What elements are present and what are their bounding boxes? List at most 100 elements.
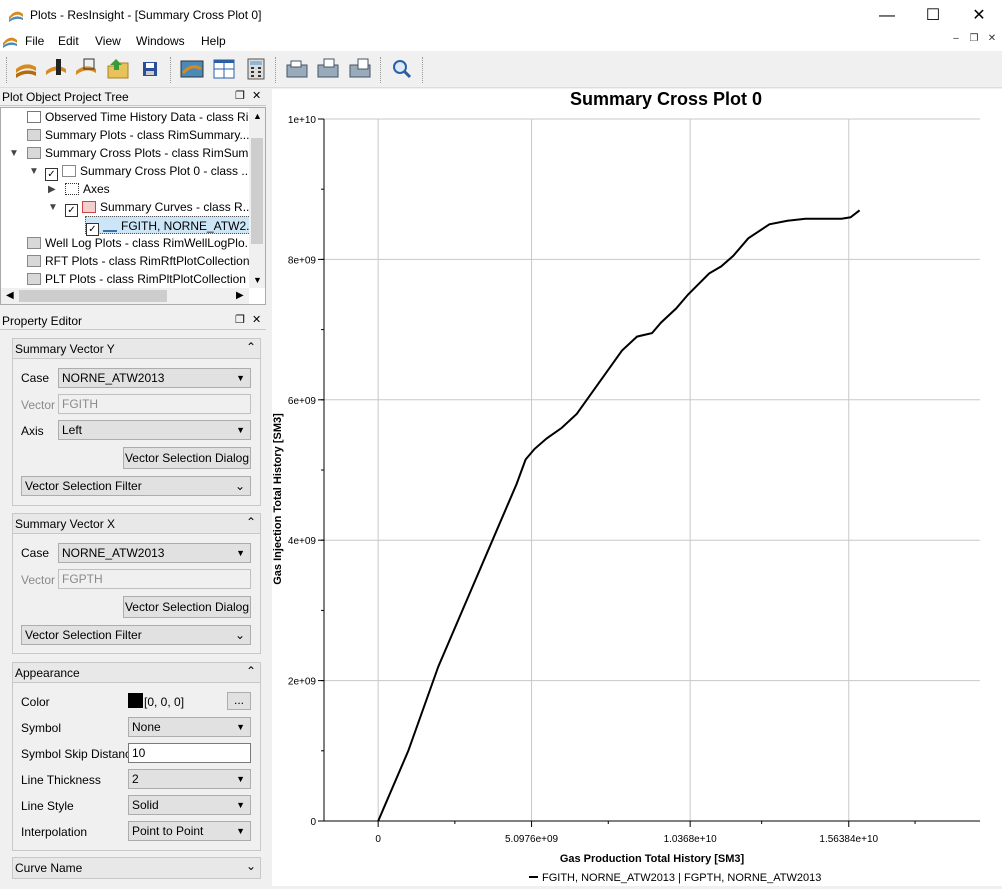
vector-selection-dialog-button[interactable]: Vector Selection Dialog xyxy=(123,447,251,469)
menu-help[interactable]: Help xyxy=(201,34,226,48)
scroll-right-icon[interactable]: ▶ xyxy=(236,290,244,301)
maximize-button[interactable]: ☐ xyxy=(925,7,941,24)
symbol-skip-label: Symbol Skip Distance xyxy=(21,747,138,761)
y-tick-label: 0 xyxy=(310,817,316,828)
scroll-thumb[interactable] xyxy=(251,138,263,244)
calculator-icon[interactable] xyxy=(244,57,268,81)
x-tick-label: 0 xyxy=(375,834,381,845)
save-project-icon[interactable] xyxy=(138,57,162,81)
vector-selection-dialog-button[interactable]: Vector Selection Dialog xyxy=(123,596,251,618)
dropdown-arrow-icon: ▼ xyxy=(236,373,245,383)
snapshot-icon[interactable] xyxy=(285,57,309,81)
y-tick-label: 8e+09 xyxy=(288,255,317,266)
tree-item-cross-plots[interactable]: Summary Cross Plots - class RimSum... xyxy=(27,144,258,162)
snapshot-all-icon[interactable] xyxy=(316,57,340,81)
line-thickness-label: Line Thickness xyxy=(21,773,101,787)
menu-bar: File Edit View Windows Help xyxy=(0,31,1002,51)
chart-title: Summary Cross Plot 0 xyxy=(570,89,762,109)
group-header[interactable]: Appearance ⌃ xyxy=(13,663,260,683)
dock-close-icon[interactable]: ✕ xyxy=(252,314,262,326)
color-picker-button[interactable]: ... xyxy=(227,692,251,710)
import-case-icon[interactable] xyxy=(14,57,38,81)
scroll-up-icon[interactable]: ▲ xyxy=(253,111,262,121)
tile-windows-icon[interactable] xyxy=(212,57,236,81)
vector-label: Vector xyxy=(21,398,56,412)
tree-item-cross-plot-0[interactable]: ✓ Summary Cross Plot 0 - class ... xyxy=(45,162,251,181)
expand-arrow-icon[interactable]: ▼ xyxy=(48,202,58,213)
menu-view[interactable]: View xyxy=(95,34,121,48)
tree-item-curve-fgith[interactable]: ✓ FGITH, NORNE_ATW2... xyxy=(85,216,260,236)
color-swatch[interactable] xyxy=(128,693,143,708)
group-header[interactable]: Summary Vector X ⌃ xyxy=(13,514,260,534)
color-label: Color xyxy=(21,695,50,709)
mdi-restore-button[interactable]: ❐ xyxy=(969,33,979,44)
menu-windows[interactable]: Windows xyxy=(136,34,185,48)
minimize-button[interactable]: — xyxy=(879,7,895,24)
toolbar-separator-3 xyxy=(380,57,383,83)
title-bar: Plots - ResInsight - [Summary Cross Plot… xyxy=(0,0,1002,31)
undock-icon[interactable]: ❐ xyxy=(235,314,245,326)
axis-combobox[interactable]: Left ▼ xyxy=(58,420,251,440)
curve-icon xyxy=(103,220,117,232)
checkbox-icon[interactable]: ✓ xyxy=(45,168,58,181)
plot-view-icon[interactable] xyxy=(180,57,204,81)
zoom-icon[interactable] xyxy=(390,57,414,81)
tree-item-summary-curves[interactable]: ✓ Summary Curves - class R... xyxy=(65,198,253,217)
undock-icon[interactable]: ❐ xyxy=(235,90,245,102)
curves-icon xyxy=(82,201,96,213)
vector-selection-filter[interactable]: Vector Selection Filter ⌄ xyxy=(21,625,251,645)
expand-icon[interactable]: ⌄ xyxy=(245,859,256,873)
snapshot-file-icon[interactable] xyxy=(348,57,372,81)
vector-selection-filter[interactable]: Vector Selection Filter ⌄ xyxy=(21,476,251,496)
appearance-group: Appearance ⌃ Color [0, 0, 0] ... Symbol N… xyxy=(12,662,261,851)
tree-horizontal-scrollbar[interactable]: ◀ ▶ xyxy=(1,288,249,304)
scroll-left-icon[interactable]: ◀ xyxy=(6,290,14,301)
tree-item-well-log[interactable]: Well Log Plots - class RimWellLogPlo... xyxy=(27,234,255,252)
rft-folder-icon xyxy=(27,255,41,267)
tree-item-observed[interactable]: Observed Time History Data - class Ri... xyxy=(27,108,258,126)
tree-item-summary-plots[interactable]: Summary Plots - class RimSummary... xyxy=(27,126,249,144)
y-axis: 0 2e+09 4e+09 6e+09 8e+09 1e+10 xyxy=(288,115,325,828)
checkbox-icon[interactable]: ✓ xyxy=(86,223,99,236)
expand-arrow-icon[interactable]: ▼ xyxy=(9,148,19,159)
plt-folder-icon xyxy=(27,273,41,285)
case-combobox[interactable]: NORNE_ATW2013 ▼ xyxy=(58,368,251,388)
info-case-icon[interactable] xyxy=(44,57,68,81)
menu-edit[interactable]: Edit xyxy=(58,34,79,48)
collapse-arrow-icon[interactable]: ▶ xyxy=(48,184,56,195)
open-project-icon[interactable] xyxy=(106,57,130,81)
mdi-minimize-button[interactable]: – xyxy=(953,33,959,44)
case-label: Case xyxy=(21,546,50,560)
close-button[interactable]: ✕ xyxy=(972,7,986,24)
line-thickness-combobox[interactable]: 2 ▼ xyxy=(128,769,251,789)
curve-fgith-fgpth[interactable] xyxy=(377,209,861,822)
scroll-thumb-h[interactable] xyxy=(19,290,167,302)
menu-file[interactable]: File xyxy=(25,34,45,48)
dropdown-arrow-icon: ▼ xyxy=(236,548,245,558)
expand-arrow-icon[interactable]: ▼ xyxy=(29,166,39,177)
symbol-combobox[interactable]: None ▼ xyxy=(128,717,251,737)
toolbar-separator xyxy=(170,57,173,83)
grid-case-icon[interactable] xyxy=(74,57,98,81)
grid xyxy=(324,118,980,822)
scroll-down-icon[interactable]: ▼ xyxy=(253,275,262,285)
collapse-icon[interactable]: ⌃ xyxy=(245,340,256,354)
interpolation-combobox[interactable]: Point to Point ▼ xyxy=(128,821,251,841)
tree-item-axes[interactable]: Axes xyxy=(65,180,110,198)
dock-close-icon[interactable]: ✕ xyxy=(252,90,262,102)
y-tick-label: 6e+09 xyxy=(288,396,317,407)
symbol-skip-input[interactable]: 10 xyxy=(128,743,251,763)
tree-vertical-scrollbar[interactable]: ▲ ▼ xyxy=(249,108,265,288)
group-header[interactable]: Curve Name ⌄ xyxy=(13,858,260,878)
tree-item-plt[interactable]: PLT Plots - class RimPltPlotCollection xyxy=(27,270,246,288)
collapse-icon[interactable]: ⌃ xyxy=(245,664,256,678)
toolbar-separator-4 xyxy=(422,57,425,83)
case-combobox[interactable]: NORNE_ATW2013 ▼ xyxy=(58,543,251,563)
cross-plot-chart[interactable]: Summary Cross Plot 0 0 2e+09 4e+09 6e+09 8e+… xyxy=(272,89,1002,886)
tree-item-rft[interactable]: RFT Plots - class RimRftPlotCollection xyxy=(27,252,250,270)
checkbox-icon[interactable]: ✓ xyxy=(65,204,78,217)
mdi-close-button[interactable]: ✕ xyxy=(987,33,997,44)
group-header[interactable]: Summary Vector Y ⌃ xyxy=(13,339,260,359)
collapse-icon[interactable]: ⌃ xyxy=(245,515,256,529)
line-style-combobox[interactable]: Solid ▼ xyxy=(128,795,251,815)
